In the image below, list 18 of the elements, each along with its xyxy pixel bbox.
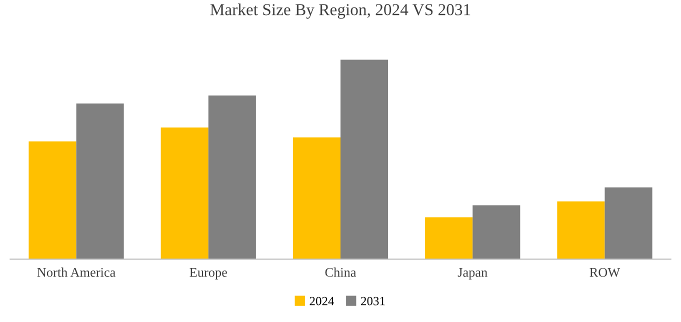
x-tick-label: China: [325, 268, 356, 277]
bar: [340, 60, 388, 260]
legend-label: 2024: [310, 296, 334, 306]
bar: [292, 137, 340, 260]
bar: [76, 103, 124, 260]
bar: [28, 141, 76, 260]
legend-label: 2031: [361, 296, 385, 306]
bar: [425, 217, 473, 260]
chart-title: Market Size By Region, 2024 VS 2031: [210, 4, 470, 19]
bar: [557, 201, 605, 260]
x-tick-label: Europe: [190, 268, 227, 280]
bar: [160, 127, 208, 260]
bar: [472, 205, 520, 260]
x-tick-label: ROW: [590, 268, 620, 277]
bar: [208, 96, 256, 260]
bar: [604, 187, 652, 260]
x-tick-label: North America: [37, 268, 116, 277]
x-tick-label: Japan: [458, 268, 488, 280]
